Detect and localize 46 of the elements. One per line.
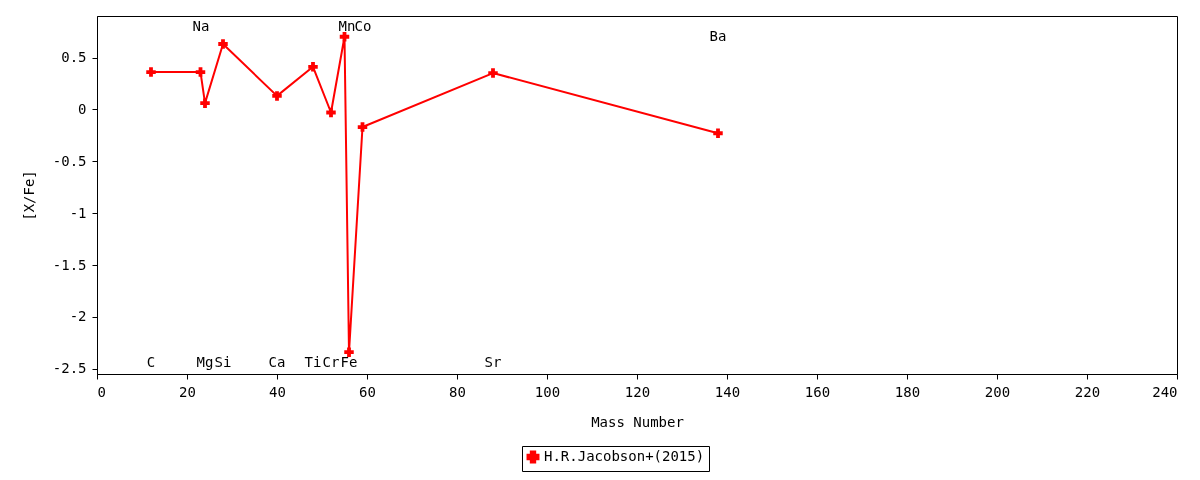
point bbox=[308, 62, 318, 72]
x-tick-label: 240 bbox=[1152, 383, 1178, 400]
y-tick-label: -2 bbox=[69, 308, 87, 325]
x-tick-label: 0 bbox=[97, 383, 106, 400]
annotation: Fe bbox=[340, 354, 358, 370]
x-tick-label: 220 bbox=[1074, 383, 1101, 400]
legend-label: H.R.Jacobson+(2015) bbox=[544, 448, 705, 464]
x-tick-label: 60 bbox=[359, 383, 376, 400]
annotation: Na bbox=[192, 18, 210, 34]
annotation: Mn bbox=[338, 18, 356, 34]
x-tick-label: 20 bbox=[179, 383, 196, 400]
point bbox=[200, 98, 210, 108]
x-tick-label: 40 bbox=[269, 383, 286, 400]
y-tick-label: 0.5 bbox=[61, 49, 87, 66]
point bbox=[272, 91, 282, 101]
annotation: Co bbox=[354, 18, 372, 34]
y-tick-label: -0.5 bbox=[52, 152, 87, 169]
point bbox=[326, 107, 336, 118]
y-tick-label: -1 bbox=[69, 204, 87, 221]
x-tick-label: 80 bbox=[449, 383, 466, 400]
x-tick-label: 180 bbox=[894, 383, 921, 400]
point bbox=[344, 347, 354, 357]
point bbox=[488, 68, 498, 78]
y-tick-label: -1.5 bbox=[52, 256, 87, 273]
annotation: Cr bbox=[322, 354, 340, 370]
x-tick-label: 120 bbox=[624, 383, 651, 400]
point bbox=[713, 128, 723, 138]
annotation: C bbox=[146, 354, 156, 370]
annotation: Sr bbox=[484, 354, 502, 370]
annotation: Ti bbox=[304, 354, 322, 370]
annotation: Mg bbox=[196, 354, 214, 370]
point bbox=[218, 39, 228, 49]
x-axis-title: Mass Number bbox=[591, 413, 684, 430]
x-tick-label: 100 bbox=[534, 383, 561, 400]
point bbox=[146, 67, 156, 77]
y-axis-title: [X/Fe] bbox=[20, 170, 37, 221]
y-tick-label: 0 bbox=[78, 100, 87, 117]
y-tick-label: -2.5 bbox=[52, 360, 87, 377]
point bbox=[357, 122, 368, 132]
x-tick-label: 200 bbox=[984, 383, 1011, 400]
annotation: Ba bbox=[709, 28, 727, 44]
annotation: Si bbox=[214, 354, 232, 370]
annotation: Ca bbox=[268, 354, 286, 370]
point bbox=[195, 67, 206, 77]
x-tick-label: 140 bbox=[714, 383, 741, 400]
x-tick-label: 160 bbox=[804, 383, 831, 400]
